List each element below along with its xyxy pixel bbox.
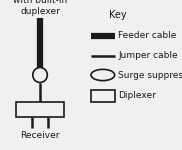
Bar [91, 90, 115, 102]
Text: Key: Key [109, 10, 127, 20]
Text: Receiver: Receiver [20, 130, 60, 140]
Text: Surge suppressor: Surge suppressor [118, 70, 182, 80]
Text: Antenna
with built-in
duplexer: Antenna with built-in duplexer [13, 0, 67, 16]
Text: Jumper cable: Jumper cable [118, 51, 178, 60]
Ellipse shape [33, 68, 47, 82]
Text: Feeder cable: Feeder cable [118, 32, 177, 40]
Bar [16, 102, 64, 117]
Text: Diplexer: Diplexer [118, 92, 156, 100]
Ellipse shape [91, 69, 115, 81]
